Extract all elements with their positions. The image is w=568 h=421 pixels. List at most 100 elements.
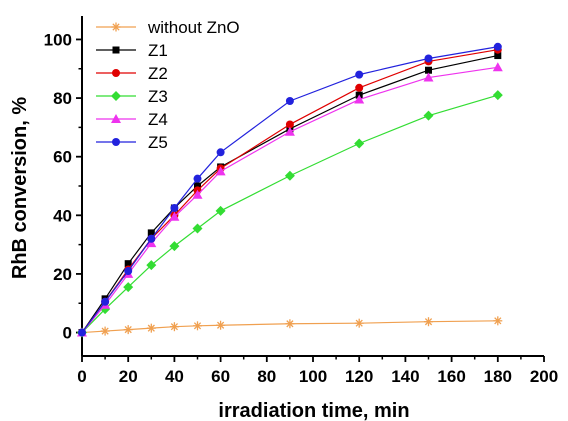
x-tick-label: 140 <box>391 367 419 386</box>
star-stroke <box>147 324 155 332</box>
data-point-z5 <box>193 174 202 183</box>
data-point-z5 <box>101 297 110 306</box>
legend-marker-z4 <box>111 114 121 123</box>
star-stroke <box>355 319 363 327</box>
data-point-z5 <box>216 148 225 157</box>
data-point-without-zno <box>424 317 433 327</box>
data-point-without-zno <box>285 319 295 329</box>
x-tick-label: 60 <box>211 367 230 386</box>
legend-label-z4: Z4 <box>148 110 168 129</box>
data-point-z4 <box>423 72 434 82</box>
legend-entry-z2: Z2 <box>96 64 168 83</box>
data-point-z3 <box>492 90 503 101</box>
x-tick-label: 0 <box>77 367 86 386</box>
series-line-z5 <box>81 46 498 333</box>
legend-label-z3: Z3 <box>148 87 168 106</box>
star-stroke <box>112 23 120 31</box>
data-point-z2 <box>355 83 364 92</box>
data-point-z4 <box>492 62 503 72</box>
data-point-without-zno <box>146 323 156 333</box>
legend-entry-z1: Z1 <box>96 41 168 60</box>
data-point-z4 <box>284 126 295 136</box>
data-point-z1 <box>124 260 132 268</box>
legend: without ZnO Z1 Z2 Z3 Z4 Z5 <box>96 18 240 152</box>
data-point-without-zno <box>216 320 226 330</box>
data-point-without-zno <box>100 326 110 336</box>
legend-entry-z4: Z4 <box>96 110 168 129</box>
series-line-z2 <box>81 49 498 333</box>
data-point-without-zno <box>493 316 503 326</box>
data-point-z1 <box>147 229 155 237</box>
legend-marker-z5 <box>112 138 120 146</box>
y-tick-label: 0 <box>63 324 72 343</box>
data-point-without-zno <box>169 322 179 332</box>
data-point-z1 <box>425 66 432 74</box>
star-stroke <box>193 322 202 330</box>
data-point-z5 <box>124 267 133 275</box>
star-stroke <box>424 318 433 326</box>
data-point-z5 <box>285 97 294 105</box>
legend-marker-z2 <box>112 69 120 77</box>
data-point-without-zno <box>193 321 202 331</box>
data-point-z5 <box>170 203 179 212</box>
x-tick-label: 100 <box>299 367 327 386</box>
star-stroke <box>170 323 179 331</box>
series-z2 <box>78 45 502 337</box>
legend-label-z1: Z1 <box>148 41 168 60</box>
x-tick-label: 80 <box>257 367 276 386</box>
data-point-z1 <box>494 52 502 60</box>
data-point-z1 <box>194 182 201 190</box>
star-stroke <box>494 317 502 325</box>
data-point-z4 <box>215 166 226 176</box>
data-point-z4 <box>169 211 180 221</box>
data-point-z5 <box>147 234 156 243</box>
legend-entry-z3: Z3 <box>96 87 168 106</box>
series-z3 <box>77 90 503 338</box>
star-stroke <box>216 321 225 329</box>
axes: 0 20 40 60 80 100 120 140 160 180 200 0 20 40 60 80 100 <box>44 16 558 386</box>
data-point-z3 <box>169 241 180 252</box>
legend-marker-without-zno <box>111 22 121 32</box>
series-z1 <box>78 52 502 337</box>
data-point-z5 <box>355 70 364 79</box>
data-point-z2 <box>285 120 294 129</box>
legend-marker-z1 <box>112 46 120 54</box>
star-stroke <box>124 326 132 334</box>
data-point-z3 <box>423 110 434 121</box>
star-stroke <box>101 327 109 335</box>
x-tick-label: 180 <box>484 367 512 386</box>
legend-label-z5: Z5 <box>148 133 168 152</box>
legend-label-z2: Z2 <box>148 64 168 83</box>
data-point-z3 <box>284 170 295 181</box>
x-tick-label: 160 <box>437 367 465 386</box>
data-point-z3 <box>146 260 157 271</box>
data-point-z3 <box>123 282 134 293</box>
data-point-z3 <box>354 138 365 149</box>
data-point-without-zno <box>123 325 133 335</box>
series-without-zno <box>77 316 503 338</box>
y-tick-label: 80 <box>53 89 72 108</box>
data-point-z5 <box>78 328 86 337</box>
series-layer <box>77 42 503 338</box>
y-tick-label: 100 <box>44 30 72 49</box>
data-point-without-zno <box>354 318 364 328</box>
y-tick-label: 60 <box>53 148 72 167</box>
x-tick-label: 200 <box>530 367 558 386</box>
series-z5 <box>78 42 502 337</box>
x-axis-title: irradiation time, min <box>218 400 409 421</box>
data-point-z4 <box>192 189 203 199</box>
star-stroke <box>286 320 294 328</box>
y-tick-label: 40 <box>53 206 72 225</box>
data-point-z4 <box>354 94 365 104</box>
x-tick-label: 20 <box>119 367 138 386</box>
legend-label-without-zno: without ZnO <box>147 18 240 37</box>
data-point-z5 <box>493 42 502 51</box>
data-point-z3 <box>215 205 226 216</box>
y-axis-title: RhB conversion, % <box>9 97 31 279</box>
y-tick-label: 20 <box>53 265 72 284</box>
x-tick-label: 120 <box>345 367 373 386</box>
data-point-z5 <box>424 54 433 63</box>
legend-marker-z3 <box>111 91 121 101</box>
x-tick-label: 40 <box>165 367 184 386</box>
